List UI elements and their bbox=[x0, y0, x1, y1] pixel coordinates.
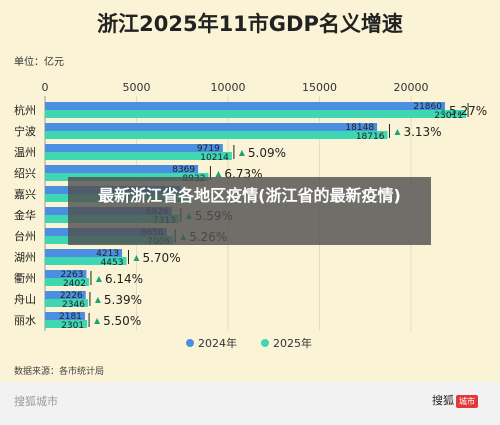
bar-2024 bbox=[45, 249, 123, 257]
growth-label: 6.14% bbox=[105, 272, 143, 286]
data-label-2025: 23011 bbox=[434, 111, 463, 121]
growth-up-icon bbox=[215, 171, 222, 177]
legend-marker-2024 bbox=[186, 339, 194, 347]
data-label-2024: 4213 bbox=[96, 249, 119, 259]
data-label-2024: 18148 bbox=[345, 123, 374, 133]
growth-up-icon bbox=[394, 129, 401, 135]
overlay-banner-text: 最新浙江省各地区疫情(浙江省的最新疫情) bbox=[98, 186, 401, 205]
legend-marker-2025 bbox=[261, 339, 269, 347]
growth-up-icon bbox=[238, 150, 245, 156]
data-label-2024: 2226 bbox=[60, 291, 83, 301]
data-label-2024: 9719 bbox=[197, 144, 220, 154]
category-label: 台州 bbox=[14, 229, 36, 243]
legend-label-2025: 2025年 bbox=[273, 336, 312, 350]
data-label-2024: 2263 bbox=[61, 270, 84, 280]
x-tick-label: 5000 bbox=[122, 81, 150, 94]
bar-2024 bbox=[45, 291, 86, 299]
growth-up-icon bbox=[94, 318, 101, 324]
watermark-sohu-text: 搜狐 bbox=[432, 394, 454, 407]
data-label-2025: 2402 bbox=[63, 279, 86, 289]
data-label-2025: 10214 bbox=[200, 153, 229, 163]
category-label: 杭州 bbox=[14, 103, 36, 117]
category-label: 金华 bbox=[14, 208, 36, 222]
bar-2025 bbox=[45, 299, 88, 307]
x-tick-label: 15000 bbox=[302, 81, 337, 94]
category-label: 绍兴 bbox=[14, 166, 36, 180]
watermark-sohu-city: 搜狐城市 bbox=[14, 395, 58, 408]
growth-label: 5.70% bbox=[142, 251, 180, 265]
bar-2025 bbox=[45, 257, 127, 265]
growth-label: 3.13% bbox=[403, 125, 441, 139]
growth-label: 5.39% bbox=[104, 293, 142, 307]
data-label-2025: 4453 bbox=[101, 258, 124, 268]
data-label-2025: 18716 bbox=[356, 132, 385, 142]
overlay-banner: 最新浙江省各地区疫情(浙江省的最新疫情) bbox=[68, 177, 431, 245]
bar-2024 bbox=[45, 123, 378, 131]
category-label: 衢州 bbox=[14, 272, 36, 285]
chart-title: 浙江2025年11市GDP名义增速 bbox=[97, 12, 403, 36]
unit-label: 单位：亿元 bbox=[14, 57, 64, 68]
data-label-2024: 21860 bbox=[413, 102, 442, 112]
growth-up-icon bbox=[440, 108, 446, 114]
x-tick-label: 0 bbox=[42, 81, 49, 94]
bar-2025 bbox=[45, 110, 467, 118]
category-label: 舟山 bbox=[14, 292, 36, 306]
growth-label: 5.27% bbox=[449, 104, 487, 118]
category-label: 宁波 bbox=[14, 124, 36, 138]
x-tick-label: 10000 bbox=[210, 81, 245, 94]
x-tick-label: 20000 bbox=[393, 81, 428, 94]
data-label-2025: 2301 bbox=[61, 321, 84, 331]
category-label: 嘉兴 bbox=[14, 187, 36, 201]
bar-2024 bbox=[45, 165, 199, 173]
bar-2025 bbox=[45, 152, 232, 160]
category-label: 温州 bbox=[14, 146, 36, 159]
bar-2025 bbox=[45, 278, 89, 286]
growth-label: 5.50% bbox=[103, 314, 141, 328]
watermark-sohu-logo: 搜狐 城市 bbox=[432, 392, 478, 408]
source-note: 数据来源：各市统计局 bbox=[14, 367, 105, 377]
bar-2025 bbox=[45, 131, 388, 139]
growth-label: 5.09% bbox=[248, 146, 286, 160]
bar-2024 bbox=[45, 144, 223, 152]
category-label: 湖州 bbox=[14, 251, 36, 264]
footer-band bbox=[0, 382, 500, 425]
data-label-2024: 8369 bbox=[172, 165, 195, 175]
growth-up-icon bbox=[94, 297, 101, 303]
watermark-badge: 城市 bbox=[456, 394, 478, 408]
bar-2024 bbox=[45, 102, 445, 110]
bar-2024 bbox=[45, 312, 85, 320]
category-label: 丽水 bbox=[14, 314, 36, 327]
growth-up-icon bbox=[95, 276, 102, 282]
data-label-2024: 2181 bbox=[59, 312, 82, 322]
data-label-2025: 2346 bbox=[62, 300, 85, 310]
legend-label-2024: 2024年 bbox=[198, 336, 237, 350]
bar-2024 bbox=[45, 270, 87, 278]
growth-up-icon bbox=[133, 255, 140, 261]
bar-2025 bbox=[45, 320, 88, 328]
